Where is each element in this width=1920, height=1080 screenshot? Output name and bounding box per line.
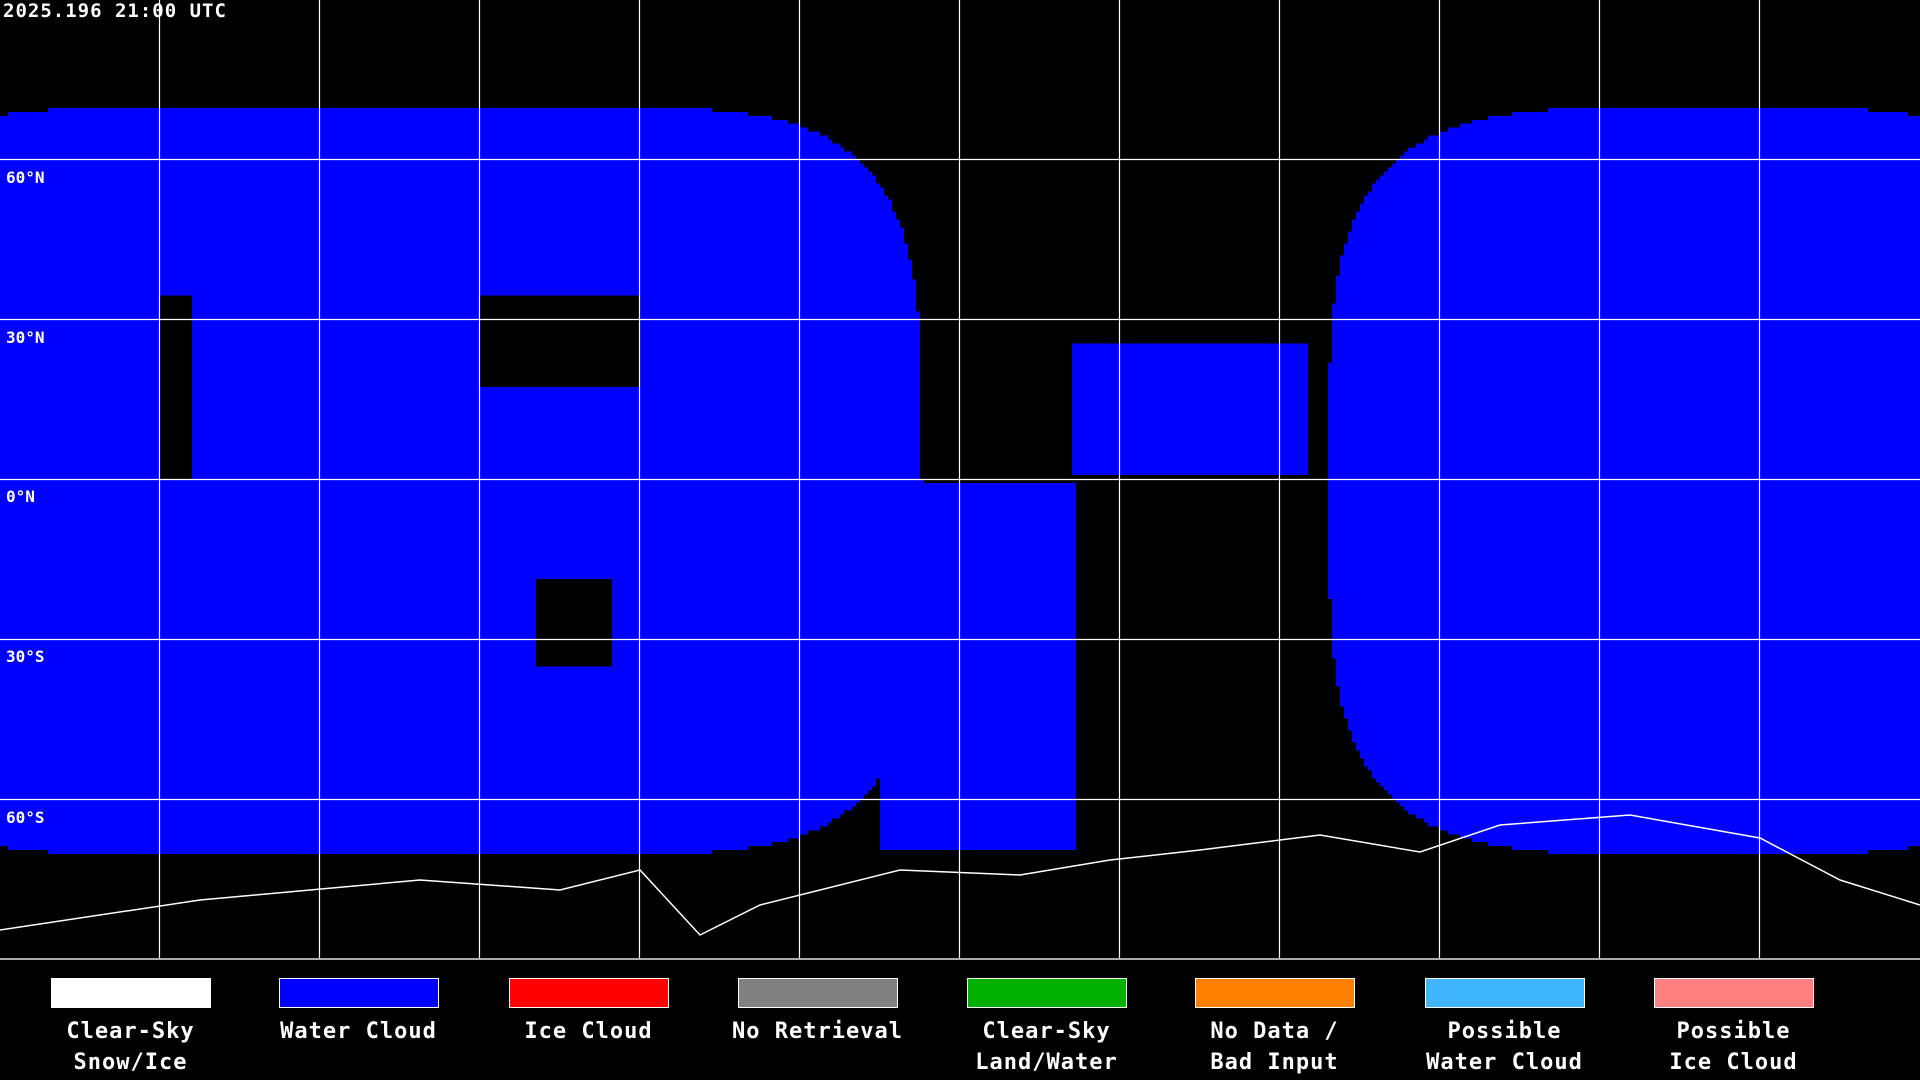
legend-item-ice-cloud: Ice Cloud (474, 978, 703, 1047)
lat-label-30n: 30°N (6, 328, 45, 347)
legend-label: Possible Water Cloud (1426, 1019, 1583, 1075)
legend-swatch (737, 978, 898, 1008)
cloud-phase-map: 2025.196 21:00 UTC 60°N 30°N 0°N 30°S 60… (0, 0, 1920, 960)
legend-swatch (1424, 978, 1585, 1008)
legend: Clear-Sky Snow/Ice Water Cloud Ice Cloud … (0, 960, 1920, 1080)
legend-label: Clear-Sky Snow/Ice (66, 1019, 195, 1075)
lat-label-60n: 60°N (6, 168, 45, 187)
timestamp-title: 2025.196 21:00 UTC (3, 0, 227, 22)
lat-label-60s: 60°S (6, 808, 45, 827)
graticule-overlay (0, 0, 1920, 958)
legend-label: Clear-Sky Land/Water (975, 1019, 1118, 1075)
legend-label: No Data / Bad Input (1210, 1019, 1339, 1075)
legend-label: Ice Cloud (524, 1019, 653, 1044)
legend-swatch (278, 978, 439, 1008)
legend-item-clear-sky-land-water: Clear-Sky Land/Water (932, 978, 1161, 1078)
legend-swatch (50, 978, 211, 1008)
lat-label-0n: 0°N (6, 487, 35, 506)
lat-label-30s: 30°S (6, 647, 45, 666)
legend-swatch (508, 978, 669, 1008)
legend-item-clear-sky-snow-ice: Clear-Sky Snow/Ice (16, 978, 245, 1078)
legend-item-possible-ice-cloud: Possible Ice Cloud (1619, 978, 1848, 1078)
legend-item-water-cloud: Water Cloud (244, 978, 473, 1047)
legend-item-possible-water-cloud: Possible Water Cloud (1390, 978, 1619, 1078)
legend-swatch (966, 978, 1127, 1008)
legend-swatch (1194, 978, 1355, 1008)
coastline (0, 814, 1920, 936)
legend-label: Possible Ice Cloud (1669, 1019, 1798, 1075)
legend-item-no-data-bad-input: No Data / Bad Input (1160, 978, 1389, 1078)
legend-label: No Retrieval (732, 1019, 903, 1044)
legend-label: Water Cloud (280, 1019, 437, 1044)
legend-swatch (1653, 978, 1814, 1008)
legend-item-no-retrieval: No Retrieval (703, 978, 932, 1047)
